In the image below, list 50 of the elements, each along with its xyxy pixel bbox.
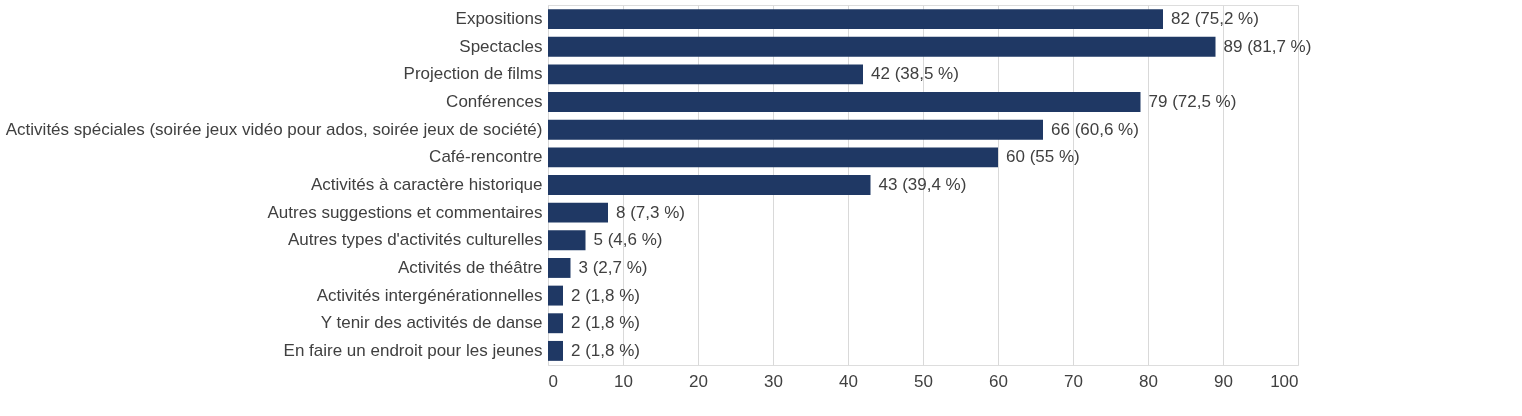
x-tick-label: 10 bbox=[614, 371, 633, 391]
data-label: 79 (72,5 %) bbox=[1148, 92, 1237, 112]
data-label: 43 (39,4 %) bbox=[878, 175, 967, 194]
data-label: 5 (4,6 %) bbox=[593, 230, 663, 250]
data-label: 2 (1,8 %) bbox=[571, 285, 640, 305]
bar bbox=[548, 92, 1141, 112]
y-tick-label: Autres suggestions et commentaires bbox=[267, 202, 543, 222]
bar bbox=[548, 119, 1043, 140]
y-tick-label: Projection de films bbox=[403, 64, 543, 84]
x-tick-label: 100 bbox=[1270, 371, 1299, 391]
data-label: 3 (2,7 %) bbox=[578, 257, 648, 277]
x-tick-label: 60 bbox=[989, 371, 1008, 391]
x-tick-label: 30 bbox=[764, 371, 783, 391]
data-label: 60 (55 %) bbox=[1006, 147, 1080, 167]
data-label: 2 (1,8 %) bbox=[571, 340, 640, 360]
bar bbox=[548, 36, 1216, 57]
data-label: 42 (38,5 %) bbox=[871, 64, 959, 84]
bar bbox=[548, 64, 863, 85]
bar bbox=[548, 313, 563, 334]
y-tick-label: Conférences bbox=[446, 92, 543, 112]
x-tick-label: 0 bbox=[548, 371, 558, 391]
bar bbox=[548, 175, 871, 195]
data-label: 89 (81,7 %) bbox=[1223, 36, 1312, 56]
y-tick-label: Spectacles bbox=[459, 36, 543, 56]
x-tick-label: 40 bbox=[839, 371, 858, 391]
x-tick-label: 20 bbox=[689, 371, 708, 391]
y-tick-label: En faire un endroit pour les jeunes bbox=[283, 340, 543, 360]
y-tick-label: Autres types d'activités culturelles bbox=[287, 230, 543, 250]
data-label: 82 (75,2 %) bbox=[1171, 9, 1259, 29]
bar bbox=[548, 340, 563, 361]
bar bbox=[548, 202, 608, 223]
y-tick-label: Café-rencontre bbox=[429, 147, 543, 167]
y-tick-label: Activités à caractère historique bbox=[311, 175, 543, 194]
x-tick-label: 70 bbox=[1064, 371, 1083, 391]
x-tick-label: 80 bbox=[1139, 371, 1158, 391]
data-label: 8 (7,3 %) bbox=[616, 202, 685, 222]
y-tick-label: Expositions bbox=[455, 9, 543, 29]
y-tick-label: Activités intergénérationnelles bbox=[316, 285, 543, 305]
bar bbox=[548, 9, 1163, 30]
bar bbox=[548, 147, 998, 168]
data-label: 66 (60,6 %) bbox=[1051, 119, 1139, 139]
y-tick-label: Activités spéciales (soirée jeux vidéo pour ados, soirée jeux de société) bbox=[5, 119, 543, 139]
y-tick-label: Y tenir des activités de danse bbox=[320, 313, 543, 333]
x-tick-label: 90 bbox=[1214, 371, 1233, 391]
bar bbox=[548, 285, 563, 306]
x-tick-label: 50 bbox=[914, 371, 933, 391]
bar bbox=[548, 258, 571, 278]
y-tick-label: Activités de théâtre bbox=[397, 257, 543, 277]
data-label: 2 (1,8 %) bbox=[571, 313, 640, 333]
bar bbox=[548, 230, 586, 251]
